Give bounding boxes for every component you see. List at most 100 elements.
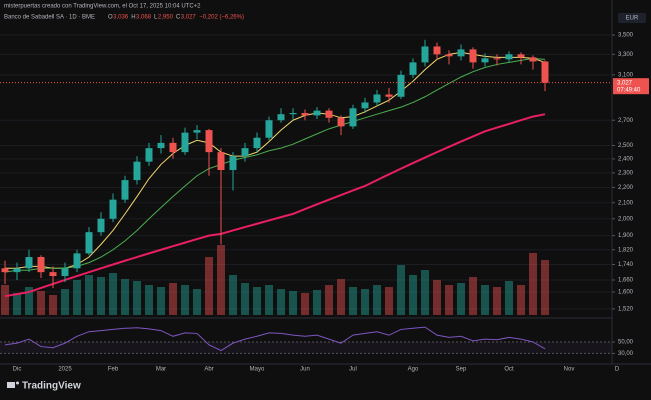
candle-body <box>517 54 525 58</box>
volume-bar <box>49 295 57 315</box>
volume-bar <box>61 289 69 315</box>
x-tick-label: Sep <box>456 367 467 373</box>
volume-bar <box>349 287 357 315</box>
legend-value: 2,950 <box>158 15 174 21</box>
volume-bar <box>25 287 33 315</box>
volume-bar <box>397 265 405 315</box>
candle-body <box>157 142 165 149</box>
volume-bar <box>337 279 345 315</box>
symbol-title: Banco de Sabadell SA · 1D · BME <box>4 15 95 21</box>
legend-key: O <box>108 15 113 21</box>
y-tick-label: 1,820 <box>618 247 634 253</box>
volume-bar <box>277 289 285 315</box>
indicator-line <box>4 326 546 352</box>
candle-body <box>409 62 417 75</box>
volume-bar <box>85 275 93 315</box>
volume-bar <box>169 283 177 315</box>
volume-bar <box>109 273 117 315</box>
x-tick-label: D <box>615 367 620 373</box>
y-tick-label: 50,00 <box>618 340 634 346</box>
candle-body <box>505 54 513 60</box>
candle-body <box>241 148 249 157</box>
y-tick-label: 30,00 <box>618 351 634 357</box>
candle-body <box>181 132 189 153</box>
logo-mark <box>7 382 15 388</box>
candle-body <box>37 257 45 273</box>
volume-bar <box>289 291 297 315</box>
candle-body <box>337 117 345 127</box>
x-tick-label: Feb <box>108 367 119 373</box>
y-tick-label: 2,400 <box>618 156 634 162</box>
candle-body <box>13 268 21 273</box>
candle-body <box>205 130 213 153</box>
volume-bar <box>253 287 261 315</box>
candle-body <box>253 137 261 149</box>
volume-bar <box>505 281 513 315</box>
attribution: misterpuertas creado con TradingView.com… <box>4 4 201 10</box>
y-tick-label: 3,100 <box>618 72 634 78</box>
candle-body <box>145 148 153 162</box>
y-tick-label: 3,500 <box>618 33 634 39</box>
volume-bar <box>433 280 441 315</box>
x-tick-label: Jul <box>349 367 357 373</box>
volume-bar <box>529 253 537 315</box>
volume-bar <box>373 285 381 315</box>
volume-bar <box>469 277 477 315</box>
candle-body <box>541 61 549 83</box>
currency[interactable]: EUR <box>626 16 639 22</box>
x-tick-label: Oct <box>504 367 514 373</box>
volume-bar <box>37 291 45 315</box>
y-tick-label: 1,520 <box>618 306 634 312</box>
countdown: 07:49:40 <box>617 87 641 93</box>
brand: TradingView <box>22 381 81 392</box>
candle-body <box>109 199 117 219</box>
x-tick-label: 2025 <box>58 367 72 373</box>
volume-bar <box>97 277 105 315</box>
y-tick-label: 3,300 <box>618 52 634 58</box>
y-tick-label: 1,600 <box>618 290 634 296</box>
legend-value: −0,202 (−6,26%) <box>199 15 244 21</box>
legend-value: 3,036 <box>113 15 129 21</box>
y-tick-label: 1,660 <box>618 278 634 284</box>
y-tick-label: 2,700 <box>618 118 634 124</box>
volume-bar <box>457 283 465 315</box>
volume-bar <box>301 293 309 315</box>
candle-body <box>133 161 141 181</box>
y-tick-label: 1,740 <box>618 262 634 268</box>
candle-body <box>397 74 405 97</box>
volume-bar <box>133 281 141 315</box>
candle-body <box>49 272 57 277</box>
candle-body <box>349 108 357 127</box>
candle-body <box>97 218 105 233</box>
candle-body <box>169 142 177 153</box>
volume-bar <box>145 285 153 315</box>
candle-body <box>265 120 273 138</box>
x-tick-label: Dic <box>13 367 22 373</box>
y-tick-label: 1,900 <box>618 233 634 239</box>
y-tick-label: 2,100 <box>618 200 634 206</box>
candle-body <box>421 46 429 63</box>
x-tick-label: Jun <box>300 367 310 373</box>
volume-bar <box>313 290 321 315</box>
candle-body <box>61 268 69 277</box>
volume-bar <box>409 275 417 315</box>
y-tick-label: 2,000 <box>618 216 634 222</box>
candle-body <box>73 253 81 269</box>
candle-body <box>301 113 309 116</box>
candle-body <box>481 58 489 63</box>
candle-body <box>289 113 297 115</box>
volume-bar <box>193 289 201 315</box>
volume-bar <box>121 279 129 315</box>
candle-body <box>193 130 201 133</box>
candle-body <box>361 102 369 109</box>
candle-body <box>85 232 93 254</box>
candle-body <box>433 46 441 55</box>
x-tick-label: Ago <box>408 367 419 373</box>
rsi-band <box>0 342 612 354</box>
candle-body <box>217 152 225 171</box>
y-tick-label: 2,300 <box>618 170 634 176</box>
x-tick-label: Nov <box>564 367 575 373</box>
currency-box[interactable] <box>618 13 646 23</box>
volume-bar <box>205 257 213 315</box>
